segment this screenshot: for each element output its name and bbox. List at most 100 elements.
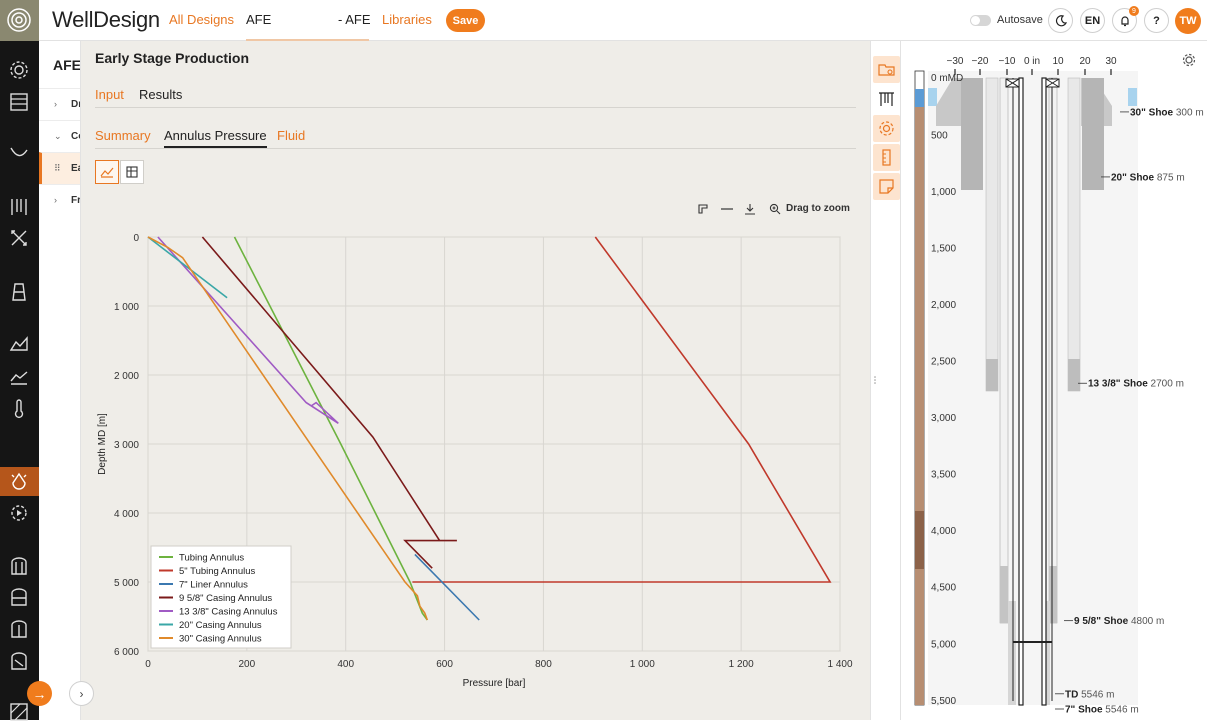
dark-mode-button[interactable]	[1048, 8, 1073, 33]
notes-button[interactable]	[873, 173, 900, 200]
tools-icon[interactable]	[8, 227, 30, 249]
tree-item-drilling[interactable]: › Dr	[39, 88, 80, 120]
depth-tick-label: 1,000	[931, 187, 956, 198]
trajectory-icon[interactable]	[8, 145, 30, 167]
ruler-button[interactable]	[873, 144, 900, 171]
tank-icon[interactable]	[8, 555, 30, 577]
legend-box	[150, 545, 292, 649]
schematic-x-axis: −30 −20 −10 0 in 10 20 30	[947, 56, 1117, 75]
tree-title: AFE	[53, 57, 81, 73]
app-logo[interactable]	[0, 0, 39, 41]
chart-area-icon[interactable]	[8, 333, 30, 355]
user-avatar[interactable]: TW	[1175, 8, 1201, 34]
browse-files-button[interactable]	[873, 56, 900, 83]
autosave-label: Autosave	[997, 14, 1043, 26]
tree-item-label: Dr	[71, 99, 80, 110]
surface-casing-right	[1082, 78, 1104, 190]
series-line[interactable]	[147, 236, 228, 299]
formation-column	[915, 107, 924, 705]
design-name[interactable]: AFE	[246, 12, 272, 27]
ruler-icon	[882, 149, 891, 166]
depth-tick-label: 3,500	[931, 470, 956, 481]
depth-tick-label: 4,000	[931, 526, 956, 537]
tree-item-early-stage[interactable]: ⠿ Ea	[39, 152, 80, 184]
layers-icon[interactable]	[8, 91, 30, 113]
collapse-tree-button[interactable]: ›	[69, 681, 94, 706]
gear-play-icon[interactable]	[8, 502, 30, 524]
tree-item-completion[interactable]: ⌄ Co	[39, 120, 80, 152]
sea-left	[928, 88, 937, 106]
water-zone	[915, 89, 924, 107]
settings-icon[interactable]	[8, 59, 30, 81]
minus-icon[interactable]	[720, 203, 734, 215]
tab-input[interactable]: Input	[95, 87, 124, 102]
y-tick-label: 1 000	[114, 302, 139, 313]
logo-icon	[7, 8, 31, 32]
legend-toggle-icon[interactable]	[697, 203, 709, 215]
annulus-pressure-chart[interactable]: 0 200 400 600 800 1 000 1 200 1 400 0 1 000 2 000 3…	[81, 221, 870, 720]
legend-item[interactable]: 20" Casing Annulus	[179, 620, 262, 631]
tank-2-icon[interactable]	[8, 586, 30, 608]
schematic-x-tick: 30	[1105, 56, 1117, 67]
y-tick-label: 3 000	[114, 440, 139, 451]
tank-3-icon[interactable]	[8, 618, 30, 640]
chart-line-icon[interactable]	[8, 366, 30, 388]
thermometer-icon[interactable]	[8, 398, 30, 420]
libraries-link[interactable]: Libraries	[382, 12, 432, 27]
series-line[interactable]	[201, 236, 457, 569]
chart-series	[147, 236, 832, 621]
legend-item[interactable]: Tubing Annulus	[179, 553, 244, 564]
series-line[interactable]	[233, 236, 428, 621]
resize-handle-icon[interactable]	[872, 375, 878, 385]
drag-to-zoom-button[interactable]: Drag to zoom	[786, 203, 850, 214]
subtab-fluid[interactable]: Fluid	[277, 128, 306, 143]
legend-item[interactable]: 5" Tubing Annulus	[179, 566, 256, 577]
series-line[interactable]	[414, 553, 480, 621]
expand-sidebar-button[interactable]: →	[27, 681, 52, 706]
wellbore-icon[interactable]	[8, 196, 30, 218]
tree-item-label: Co	[71, 131, 80, 142]
legend-item[interactable]: 30" Casing Annulus	[179, 634, 262, 645]
well-schematic-button[interactable]	[873, 86, 900, 113]
subtab-summary[interactable]: Summary	[95, 128, 151, 143]
schematic-x-tick: −20	[972, 56, 989, 67]
y-axis-label: Depth MD [m]	[97, 413, 108, 475]
schematic-settings-icon[interactable]	[1182, 53, 1196, 67]
pressure-icon[interactable]	[8, 471, 30, 493]
note-icon	[879, 179, 894, 194]
chart-view-button[interactable]	[95, 160, 119, 184]
well-schematic[interactable]: −30 −20 −10 0 in 10 20 30 0 mMD 500 1,000 1,500 2…	[901, 41, 1207, 720]
save-button[interactable]: Save	[446, 9, 485, 32]
rig-icon[interactable]	[8, 281, 30, 303]
tab-divider	[95, 107, 856, 108]
page-title: Early Stage Production	[95, 50, 250, 66]
legend-item[interactable]: 13 3/8" Casing Annulus	[179, 607, 278, 618]
series-line[interactable]	[147, 236, 429, 621]
language-button[interactable]: EN	[1080, 8, 1105, 33]
design-tab[interactable]: - AFE	[338, 12, 371, 27]
chart-legend[interactable]: Tubing Annulus 5" Tubing Annulus 7" Liner …	[150, 545, 292, 649]
tree-item-label: Fr	[71, 195, 81, 206]
all-designs-link[interactable]: All Designs	[169, 12, 235, 27]
tab-results[interactable]: Results	[139, 87, 183, 102]
depth-tick-label: 2,500	[931, 357, 956, 368]
table-view-button[interactable]	[120, 160, 144, 184]
schematic-x-tick: 20	[1079, 56, 1091, 67]
depth-tick-label: 2,000	[931, 300, 956, 311]
series-line[interactable]	[412, 236, 832, 583]
download-icon[interactable]	[744, 203, 756, 215]
settings-panel-button[interactable]	[873, 115, 900, 142]
tree-item-fracturing[interactable]: › Fr	[39, 184, 81, 216]
help-button[interactable]: ?	[1144, 8, 1169, 33]
production-cement-right	[1049, 566, 1057, 623]
subtab-annulus-pressure[interactable]: Annulus Pressure	[164, 128, 267, 148]
tank-4-icon[interactable]	[8, 650, 30, 672]
legend-item[interactable]: 9 5/8" Casing Annulus	[179, 593, 272, 604]
autosave-toggle[interactable]	[970, 15, 991, 26]
series-line[interactable]	[157, 236, 339, 424]
valve-cross-icon	[1045, 78, 1060, 88]
intermediate-cement-right	[1068, 359, 1080, 391]
schematic-x-tick: 10	[1052, 56, 1064, 67]
x-tick-label: 1 200	[729, 659, 754, 670]
legend-item[interactable]: 7" Liner Annulus	[179, 580, 248, 591]
